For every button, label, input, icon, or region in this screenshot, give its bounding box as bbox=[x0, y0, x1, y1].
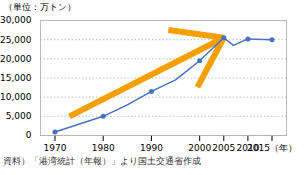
svg-text:0: 0 bbox=[26, 130, 32, 140]
svg-text:2000: 2000 bbox=[188, 143, 211, 153]
svg-text:1980: 1980 bbox=[92, 143, 115, 153]
svg-text:（単位：万トン）: （単位：万トン） bbox=[4, 2, 76, 12]
svg-text:5,000: 5,000 bbox=[6, 111, 32, 121]
svg-text:2005: 2005 bbox=[212, 143, 235, 153]
svg-text:1970: 1970 bbox=[44, 143, 67, 153]
svg-text:30,000: 30,000 bbox=[0, 15, 32, 25]
html-text:資料）「港湾統計（年報）」より国土交通省作成: 資料）「港湾統計（年報）」より国土交通省作成 bbox=[3, 156, 201, 166]
svg-text:2015（年）: 2015（年） bbox=[247, 143, 297, 153]
svg-text:1990: 1990 bbox=[140, 143, 163, 153]
svg-text:10,000: 10,000 bbox=[0, 92, 32, 102]
svg-text:25,000: 25,000 bbox=[0, 35, 32, 45]
svg-text:15,000: 15,000 bbox=[0, 73, 32, 83]
svg-text:20,000: 20,000 bbox=[0, 54, 32, 64]
